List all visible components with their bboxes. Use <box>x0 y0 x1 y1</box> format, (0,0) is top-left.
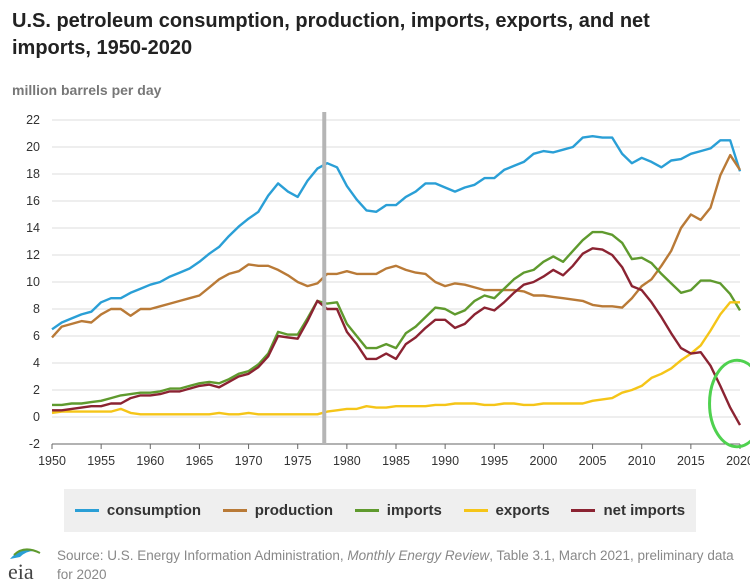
legend-swatch-exports <box>463 509 488 512</box>
series-line-exports <box>51 301 740 416</box>
legend-label-net-imports: net imports <box>603 502 686 519</box>
x-tick-label: 2010 <box>628 454 656 468</box>
legend-label-exports: exports <box>495 502 550 519</box>
source-publication: Monthly Energy Review <box>347 548 490 563</box>
y-tick-label: 12 <box>26 248 40 262</box>
series-line-production <box>51 153 742 339</box>
y-tick-label: 14 <box>26 221 40 235</box>
x-tick-label: 1950 <box>38 454 66 468</box>
series-lines <box>51 135 742 426</box>
y-axis-units-label: million barrels per day <box>12 82 162 98</box>
y-tick-labels: -2 0 2 4 6 8 10 12 14 16 18 20 22 <box>26 113 40 451</box>
y-tick-label: 8 <box>33 302 40 316</box>
x-tick-label: 2000 <box>530 454 558 468</box>
y-tick-label: 2 <box>33 383 40 397</box>
legend-item-imports: imports <box>354 502 442 519</box>
x-tick-label: 1990 <box>431 454 459 468</box>
y-tick-label: 6 <box>33 329 40 343</box>
legend-swatch-production <box>222 509 247 512</box>
x-tick-label: 2015 <box>677 454 705 468</box>
legend-swatch-net-imports <box>571 509 596 512</box>
y-tick-label: 20 <box>26 140 40 154</box>
legend-label-imports: imports <box>386 502 442 519</box>
highlight-circle <box>708 358 750 449</box>
x-tick-label: 2020 <box>726 454 750 468</box>
legend-label-production: production <box>254 502 334 519</box>
x-tick-label: 1960 <box>136 454 164 468</box>
legend-swatch-imports <box>354 509 379 512</box>
x-tick-label: 1975 <box>284 454 312 468</box>
y-tick-label: -2 <box>29 437 40 451</box>
series-line-consumption <box>51 135 742 331</box>
x-tick-label: 1965 <box>186 454 214 468</box>
svg-text:eia: eia <box>8 559 34 583</box>
y-tick-label: 0 <box>33 410 40 424</box>
series-line-imports <box>52 230 742 407</box>
series-line-net-imports <box>52 247 742 426</box>
legend-swatch-consumption <box>74 509 99 512</box>
x-tick-label: 1980 <box>333 454 361 468</box>
y-tick-label: 22 <box>26 113 40 127</box>
annotations <box>322 112 750 449</box>
x-tick-labels: 1950 1955 1960 1965 1970 1975 1980 1985 1990 1995… <box>38 454 750 468</box>
y-tick-label: 18 <box>26 167 40 181</box>
source-note: Source: U.S. Energy Information Administ… <box>57 546 747 584</box>
legend-item-net-imports: net imports <box>571 502 685 519</box>
x-tick-label: 1995 <box>480 454 508 468</box>
source-suffix: , Table 3.1, March 2021, preliminary dat… <box>57 548 734 582</box>
x-tick-label: 1955 <box>87 454 115 468</box>
x-tick-label: 1970 <box>235 454 263 468</box>
eia-logo-icon: eia <box>8 548 41 583</box>
grid-lines <box>51 119 741 449</box>
y-tick-label: 10 <box>26 275 40 289</box>
legend-item-exports: exports <box>463 502 550 519</box>
chart-title: U.S. petroleum consumption, production, … <box>12 10 650 59</box>
source-prefix: Source: U.S. Energy Information Administ… <box>57 548 348 563</box>
x-tick-label: 1985 <box>382 454 410 468</box>
y-tick-label: 4 <box>33 356 40 370</box>
x-tick-label: 2005 <box>579 454 607 468</box>
y-tick-label: 16 <box>26 194 40 208</box>
legend-item-consumption: consumption <box>74 502 202 519</box>
legend-label-consumption: consumption <box>106 502 202 519</box>
legend: consumption production imports exports n… <box>64 489 696 532</box>
legend-item-production: production <box>222 502 334 519</box>
